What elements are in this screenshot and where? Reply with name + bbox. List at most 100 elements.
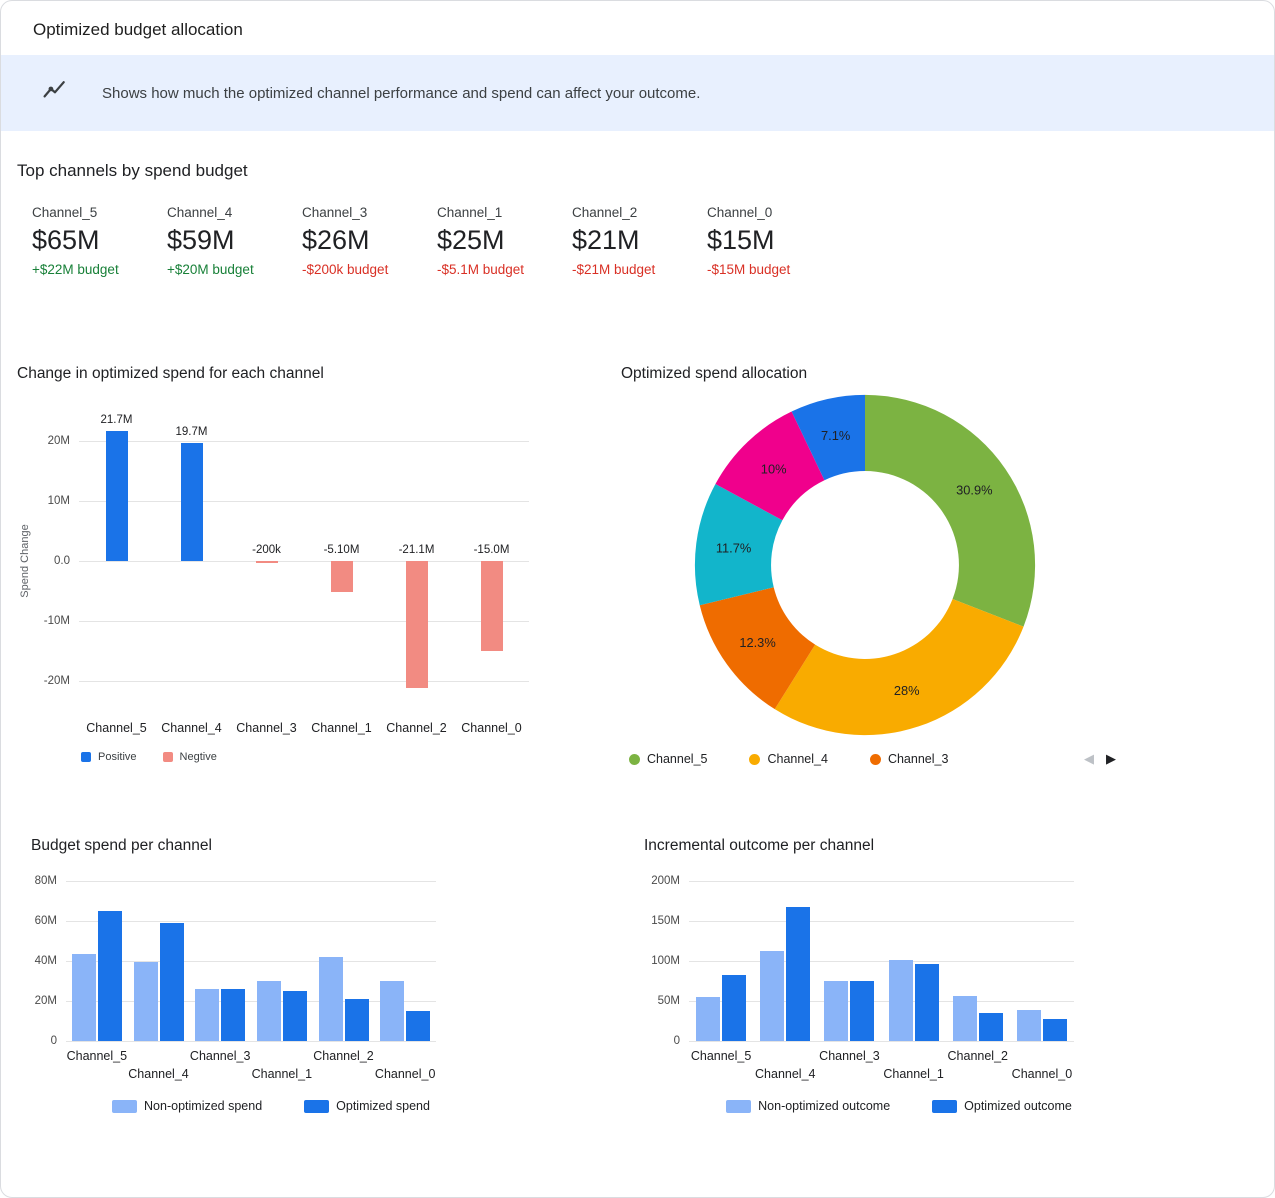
bar[interactable]: [952, 996, 977, 1041]
bar[interactable]: [318, 956, 343, 1041]
channel-name: Channel_3: [302, 205, 368, 220]
gridline: [66, 881, 436, 882]
bar[interactable]: [105, 430, 128, 561]
y-tick-label: 200M: [651, 875, 680, 887]
bar[interactable]: [722, 974, 747, 1041]
bar[interactable]: [71, 954, 96, 1041]
legend-item[interactable]: Channel_5: [629, 752, 707, 766]
x-axis-label: Channel_2: [386, 721, 447, 735]
y-tick-label: 0.0: [54, 555, 70, 567]
legend-item[interactable]: Negtive: [162, 751, 217, 763]
gridline: [66, 1001, 436, 1002]
y-tick-label: 100M: [651, 955, 680, 967]
y-tick-label: 40M: [34, 955, 57, 967]
x-axis-label: Channel_5: [66, 1049, 128, 1063]
channel-card: Channel_0 $15M -$15M budget: [707, 205, 842, 277]
legend-label: Channel_3: [887, 752, 949, 766]
budget-spend-legend: Non-optimized spend Optimized spend: [46, 1099, 496, 1113]
channel-budget-delta: +$20M budget: [167, 262, 254, 277]
donut-slice[interactable]: [865, 394, 1036, 627]
bar[interactable]: [255, 561, 278, 563]
channel-name: Channel_2: [572, 205, 638, 220]
channel-card: Channel_2 $21M -$21M budget: [572, 205, 707, 277]
legend-label: Negtive: [179, 751, 217, 763]
bar[interactable]: [133, 962, 158, 1041]
banner-text: Shows how much the optimized channel per…: [102, 84, 701, 102]
y-tick-label: -10M: [43, 615, 70, 627]
bar[interactable]: [850, 981, 875, 1041]
bar[interactable]: [380, 981, 405, 1041]
y-tick-label: 20M: [47, 435, 70, 447]
legend-item[interactable]: Channel_4: [749, 752, 828, 766]
bar[interactable]: [1042, 1019, 1067, 1041]
bar[interactable]: [159, 923, 184, 1041]
spend-change-chart-panel: Change in optimized spend for each chann…: [1, 365, 605, 767]
channel-card: Channel_5 $65M +$22M budget: [32, 205, 167, 277]
channel-budget-delta: -$200k budget: [302, 262, 389, 277]
plot-box: 0 50M 100M 150M 200M: [651, 875, 1274, 1047]
bar[interactable]: [696, 997, 721, 1041]
bar[interactable]: [888, 960, 913, 1041]
bar[interactable]: [480, 561, 503, 651]
page-title: Optimized budget allocation: [33, 20, 243, 39]
spend-change-legend: Positive Negtive: [81, 751, 605, 763]
channel-name: Channel_4: [167, 205, 233, 220]
bar[interactable]: [256, 980, 281, 1041]
channel-budget-delta: -$15M budget: [707, 262, 791, 277]
bar[interactable]: [282, 991, 307, 1041]
y-tick-label: 50M: [657, 995, 680, 1007]
donut-slice[interactable]: [699, 587, 816, 710]
legend-dot: [749, 753, 761, 765]
top-channels-title: Top channels by spend budget: [17, 161, 248, 180]
bar[interactable]: [406, 1011, 431, 1041]
legend-item[interactable]: Positive: [81, 751, 137, 763]
incremental-outcome-chart-title: Incremental outcome per channel: [644, 837, 875, 854]
donut-slice[interactable]: [715, 411, 825, 521]
legend-swatch: [932, 1099, 958, 1113]
next-page-icon[interactable]: ▶: [1106, 751, 1116, 766]
bar[interactable]: [221, 989, 246, 1041]
bar[interactable]: [330, 561, 353, 592]
gridline: [689, 1001, 1074, 1002]
x-axis-label: Channel_5: [690, 1049, 752, 1063]
donut-slice[interactable]: [791, 394, 865, 481]
channel-card: Channel_4 $59M +$20M budget: [167, 205, 302, 277]
legend-item[interactable]: Optimized spend: [304, 1099, 430, 1113]
bar[interactable]: [97, 911, 122, 1041]
bar[interactable]: [978, 1013, 1003, 1041]
donut-slice[interactable]: [774, 599, 1024, 736]
top-channels-cards: Channel_5 $65M +$22M budget Channel_4 $5…: [17, 205, 1258, 277]
channel-budget-delta: -$21M budget: [572, 262, 656, 277]
y-tick-label: 0: [50, 1035, 57, 1047]
legend-item[interactable]: Non-optimized spend: [112, 1099, 262, 1113]
x-axis-label: Channel_0: [461, 721, 522, 735]
bar[interactable]: [405, 561, 428, 688]
legend-item[interactable]: Channel_3: [869, 752, 949, 766]
bar[interactable]: [824, 981, 849, 1041]
x-axis-label: Channel_4: [755, 1067, 816, 1081]
prev-page-icon[interactable]: ◀: [1084, 751, 1094, 766]
donut-slice-label: 7.1%: [821, 428, 850, 443]
legend-swatch: [112, 1099, 138, 1113]
legend-swatch: [304, 1099, 330, 1113]
bar[interactable]: [786, 907, 811, 1041]
y-tick-label: -20M: [43, 675, 70, 687]
legend-label: Channel_4: [767, 752, 828, 766]
legend-label: Positive: [98, 751, 137, 763]
bar[interactable]: [344, 999, 369, 1041]
x-axis-label: Channel_1: [883, 1067, 944, 1081]
x-axis-labels: Channel_5 Channel_4 Channel_3 Channel_1 Chan…: [689, 1041, 1074, 1087]
bar[interactable]: [195, 988, 220, 1041]
bar[interactable]: [760, 951, 785, 1041]
donut-slice[interactable]: [694, 483, 783, 606]
donut-slice-label: 11.7%: [716, 540, 751, 555]
gridline: [79, 621, 529, 622]
bar[interactable]: [1016, 1009, 1041, 1041]
legend-item[interactable]: Non-optimized outcome: [726, 1099, 890, 1113]
bar[interactable]: [914, 964, 939, 1041]
bar-value-label: -15.0M: [473, 544, 510, 556]
bar[interactable]: [180, 442, 203, 561]
legend-item[interactable]: Optimized outcome: [932, 1099, 1072, 1113]
plot-box: 0 20M 40M 60M 80M: [35, 875, 605, 1047]
x-axis-label: Channel_2: [947, 1049, 1008, 1063]
